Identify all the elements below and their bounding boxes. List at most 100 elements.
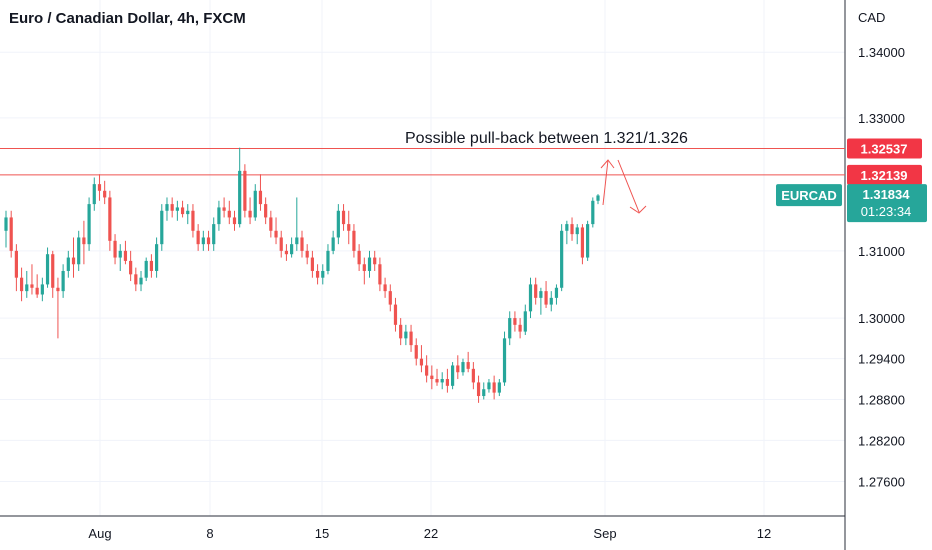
y-tick-label: 1.30000 [858,311,905,326]
candle-body [87,204,91,245]
candle-body [497,382,501,393]
candle-body [352,230,356,251]
candles [4,147,600,403]
price-line-label: 1.32537 [861,142,908,157]
candle-body [315,270,320,278]
x-tick-label: 15 [315,526,329,541]
candle-body [61,270,65,292]
candle-body [482,389,486,397]
candle-body [378,264,382,285]
candle-body [232,217,237,225]
candle-body [476,382,481,397]
candle-body [186,210,190,215]
candle-body [586,224,590,258]
y-tick-label: 1.34000 [858,45,905,60]
candle-body [321,270,325,278]
candle-body [560,230,564,288]
candle-body [56,287,60,292]
candle-body [310,257,314,271]
candle-body [357,250,361,265]
candle-body [373,257,377,265]
candle-body [419,358,424,366]
candle-body [4,217,8,231]
candle-body [160,210,164,245]
candle-body [258,190,263,205]
candle-body [367,257,372,271]
candle-body [450,365,455,386]
candle-body [103,190,107,198]
y-tick-label: 1.27600 [858,475,905,490]
candle-body [82,237,86,245]
candle-body [191,210,195,231]
candle-body [565,224,569,231]
candle-body [92,184,96,205]
candle-body [14,250,18,278]
candle-body [362,264,366,271]
candle-body [51,254,55,288]
candle-body [123,250,128,261]
chart-title: Euro / Canadian Dollar, 4h, FXCM [9,10,246,27]
candle-body [154,244,159,271]
candle-body [430,375,434,380]
candle-body [144,260,148,278]
candle-body [295,237,299,245]
candle-body [129,260,133,275]
candle-body [175,207,179,211]
price-line-label: 1.32139 [861,168,908,183]
candle-body [279,237,283,251]
candle-body [253,190,257,218]
candle-body [347,224,351,231]
candle-body [523,311,527,332]
symbol-tag: EURCAD [781,188,837,203]
candle-body [591,200,595,225]
candle-body [508,318,512,339]
price-line-label-bg [847,164,922,185]
candle-body [108,197,112,241]
candle-body [341,210,346,225]
candle-body [170,204,174,211]
candle-body [212,224,216,245]
candle-body [534,284,538,298]
candle-body [445,379,450,386]
candle-body [518,324,522,332]
candle-body [149,260,154,271]
candle-body [248,210,252,218]
candle-body [243,170,247,211]
annotation-text: Possible pull-back between 1.321/1.326 [405,130,688,147]
candle-body [139,277,143,285]
candle-body [134,274,138,285]
candle-body [217,207,221,225]
candle-body [399,324,403,339]
candle-body [326,250,330,271]
candle-body [580,227,585,258]
candle-body [284,250,289,255]
last-price-value: 1.31834 [863,187,911,202]
candle-body [435,379,439,383]
candle-body [466,362,470,369]
candle-body [502,338,507,383]
candle-body [45,254,50,285]
x-tick-label: Aug [88,526,111,541]
candle-body [274,230,278,238]
candle-body [388,291,392,305]
candle-body [165,204,169,211]
candle-body [461,362,465,373]
candle-body [539,291,543,298]
candle-body [9,217,13,251]
candle-body [425,365,429,376]
candle-body [180,207,185,215]
arrow-up-head [600,159,615,169]
candle-body [113,240,117,258]
candle-body [40,284,44,295]
y-tick-label: 1.29400 [858,352,905,367]
candle-body [487,382,491,390]
arrow-up-line [602,159,609,206]
candle-body [554,287,559,298]
candle-body [222,207,226,211]
candle-body [77,237,81,265]
candle-body [66,257,70,271]
candle-body [196,230,200,245]
candle-body [456,365,460,373]
arrow-down-head [629,205,647,214]
